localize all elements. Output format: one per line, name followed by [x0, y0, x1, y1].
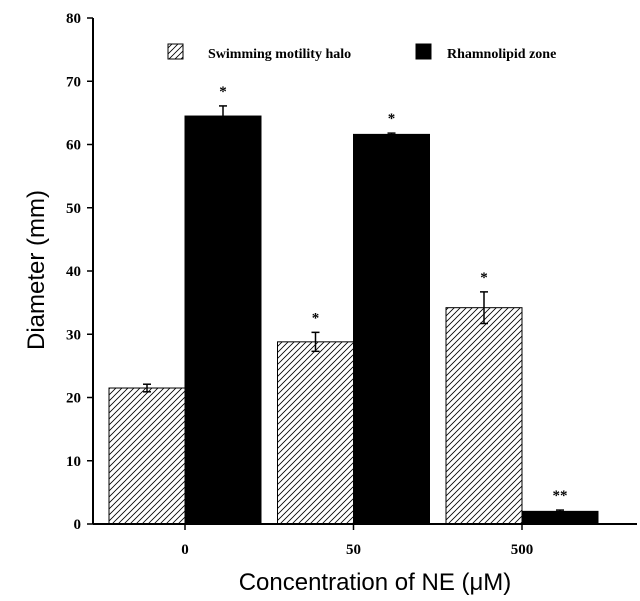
legend-label-swimming: Swimming motility halo — [208, 47, 351, 62]
y-tick-label: 20 — [66, 391, 81, 407]
bar-rhamnolipid — [184, 115, 262, 525]
x-tick-label: 500 — [511, 542, 534, 558]
significance-marker: * — [388, 111, 396, 127]
y-tick-label: 50 — [66, 201, 81, 217]
x-tick-label: 0 — [181, 542, 189, 558]
y-tick-label: 10 — [66, 454, 81, 470]
x-tick-label: 50 — [346, 542, 361, 558]
significance-marker: ** — [553, 488, 568, 504]
y-tick-label: 30 — [66, 327, 81, 343]
y-axis-title: Diameter (mm) — [23, 190, 50, 350]
bar-swimming-halo — [277, 341, 354, 525]
significance-marker: * — [312, 310, 320, 326]
legend-swatch-rhamnolipid — [415, 43, 432, 60]
bar-swimming-halo — [445, 307, 523, 525]
significance-marker: * — [480, 270, 488, 286]
bar-rhamnolipid — [521, 510, 599, 525]
significance-marker: * — [219, 84, 227, 100]
y-tick-label: 60 — [66, 138, 81, 154]
y-tick-label: 0 — [74, 517, 82, 533]
bar-swimming-halo — [108, 387, 186, 525]
legend: Swimming motility halo Rhamnolipid zone — [167, 43, 556, 62]
legend-swatch-swimming — [167, 43, 184, 60]
y-tick-label: 80 — [66, 11, 81, 27]
bar-rhamnolipid — [353, 133, 430, 525]
y-tick-label: 70 — [66, 74, 81, 90]
x-axis-title: Concentration of NE (μM) — [239, 569, 512, 596]
legend-label-rhamnolipid: Rhamnolipid zone — [447, 47, 556, 62]
y-tick-label: 40 — [66, 264, 81, 280]
